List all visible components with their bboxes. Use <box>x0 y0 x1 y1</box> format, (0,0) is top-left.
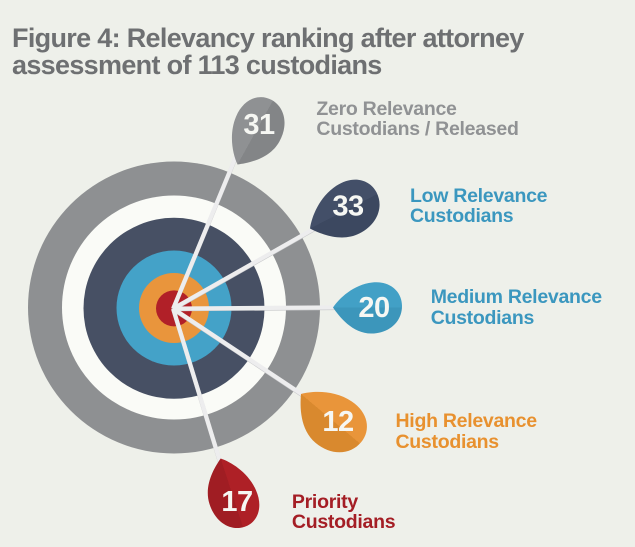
svg-text:33: 33 <box>332 191 364 223</box>
svg-text:31: 31 <box>243 109 275 141</box>
svg-text:20: 20 <box>358 292 389 324</box>
svg-text:12: 12 <box>322 406 353 438</box>
svg-text:17: 17 <box>221 486 252 518</box>
